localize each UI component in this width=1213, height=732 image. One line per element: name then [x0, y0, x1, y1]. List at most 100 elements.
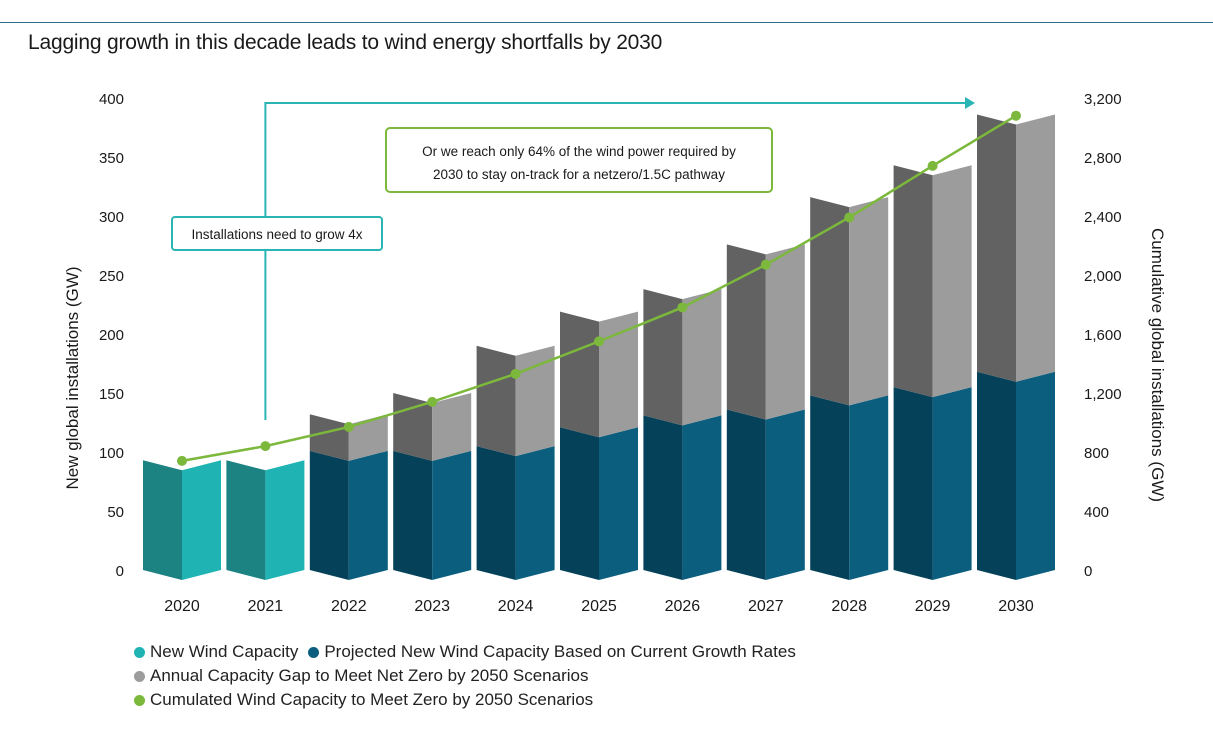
- capacity-gap-bar-front: [432, 393, 472, 461]
- projected-capacity-bar-side: [977, 371, 1016, 580]
- legend-dot-icon: [308, 646, 320, 658]
- x-tick-label: 2028: [831, 598, 867, 615]
- chart-title: Lagging growth in this decade leads to w…: [28, 31, 663, 54]
- cumulative-point: [760, 259, 771, 270]
- cumulative-point: [594, 336, 604, 347]
- left-tick-label: 200: [99, 327, 124, 344]
- projected-capacity-bar-side: [810, 395, 850, 580]
- new-capacity-bar-front: [265, 460, 305, 580]
- left-axis-title: New global installations (GW): [63, 267, 82, 490]
- legend-dot-icon: [134, 670, 145, 682]
- legend-item: New Wind Capacity: [134, 642, 298, 662]
- left-tick-label: 150: [99, 386, 124, 403]
- capacity-gap-bar-side: [643, 289, 683, 426]
- projected-capacity-bar-front: [515, 446, 555, 580]
- x-tick-label: 2029: [915, 598, 951, 615]
- cumulative-point: [343, 421, 354, 432]
- new-capacity-bar-front: [182, 460, 221, 580]
- capacity-gap-bar-side: [810, 197, 850, 406]
- growth-arrow-head: [965, 97, 975, 109]
- x-tick-label: 2030: [998, 598, 1034, 615]
- left-tick-label: 250: [99, 268, 124, 285]
- legend-row: New Wind Capacity Projected New Wind Capa…: [134, 640, 806, 664]
- right-tick-label: 800: [1084, 445, 1109, 462]
- x-tick-label: 2027: [748, 598, 784, 615]
- left-tick-label: 50: [107, 504, 124, 521]
- legend-item: Annual Capacity Gap to Meet Net Zero by …: [134, 666, 588, 686]
- right-axis-title: Cumulative global installations (GW): [1148, 228, 1167, 502]
- capacity-gap-bar-front: [849, 197, 889, 406]
- growth-callout-box: [171, 216, 383, 251]
- capacity-gap-bar-front: [348, 414, 388, 461]
- growth-callout-text: Installations need to grow 4x: [191, 227, 362, 242]
- legend-label: Annual Capacity Gap to Meet Net Zero by …: [150, 666, 589, 685]
- left-tick-label: 350: [99, 150, 124, 167]
- shortfall-callout-line-1: Or we reach only 64% of the wind power r…: [422, 144, 736, 159]
- capacity-gap-bar-side: [726, 244, 766, 420]
- x-tick-label: 2025: [581, 598, 617, 615]
- cumulative-point: [260, 441, 271, 452]
- cumulative-point: [844, 212, 855, 223]
- capacity-gap-bar-front: [682, 289, 722, 426]
- legend-label: Projected New Wind Capacity Based on Cur…: [324, 642, 796, 661]
- right-tick-label: 2,800: [1084, 150, 1122, 167]
- capacity-gap-bar-front: [932, 165, 972, 398]
- capacity-gap-bar-side: [309, 414, 349, 461]
- projected-capacity-bar-side: [726, 409, 766, 580]
- projected-capacity-bar-front: [682, 415, 722, 580]
- cumulative-point: [427, 396, 438, 407]
- legend-label: Cumulated Wind Capacity to Meet Zero by …: [150, 690, 594, 709]
- x-tick-label: 2020: [164, 598, 200, 615]
- capacity-gap-bar-front: [765, 244, 805, 420]
- shortfall-callout-line-2: 2030 to stay on-track for a netzero/1.5C…: [433, 167, 725, 182]
- left-tick-label: 300: [99, 209, 124, 226]
- projected-capacity-bar-front: [432, 450, 472, 580]
- shortfall-callout-box: [385, 127, 773, 193]
- x-tick-label: 2026: [665, 598, 701, 615]
- capacity-gap-bar-side: [476, 345, 516, 457]
- left-tick-label: 0: [116, 563, 124, 580]
- capacity-gap-bar-side: [560, 311, 599, 438]
- projected-capacity-bar-front: [765, 409, 805, 580]
- capacity-gap-bar-front: [515, 345, 555, 457]
- x-tick-label: 2024: [498, 598, 534, 615]
- capacity-gap-bar-front: [599, 311, 638, 438]
- projected-capacity-bar-front: [1016, 371, 1055, 580]
- left-tick-label: 400: [99, 91, 124, 108]
- right-tick-label: 2,400: [1084, 209, 1122, 226]
- x-tick-label: 2021: [248, 598, 284, 615]
- growth-arrow-line: [264, 102, 965, 420]
- new-capacity-bar-side: [143, 460, 182, 580]
- capacity-gap-bar-front: [1016, 114, 1055, 382]
- right-tick-label: 1,200: [1084, 386, 1122, 403]
- capacity-gap-bar-side: [977, 114, 1016, 382]
- legend-item: Projected New Wind Capacity Based on Cur…: [308, 642, 796, 662]
- cumulative-point: [927, 160, 938, 171]
- projected-capacity-bar-side: [643, 415, 683, 580]
- cumulative-point: [177, 455, 187, 466]
- cumulative-point: [1011, 110, 1021, 121]
- right-tick-label: 0: [1084, 563, 1092, 580]
- legend-dot-icon: [134, 694, 145, 706]
- right-tick-label: 2,000: [1084, 268, 1122, 285]
- left-tick-label: 100: [99, 445, 124, 462]
- projected-capacity-bar-side: [893, 387, 933, 580]
- cumulative-point: [677, 302, 688, 313]
- legend-row: Annual Capacity Gap to Meet Net Zero by …: [134, 664, 806, 688]
- projected-capacity-bar-side: [309, 450, 349, 580]
- projected-capacity-bar-side: [476, 446, 516, 580]
- right-tick-label: 3,200: [1084, 91, 1122, 108]
- legend-row: Cumulated Wind Capacity to Meet Zero by …: [134, 688, 806, 712]
- legend-item: Cumulated Wind Capacity to Meet Zero by …: [134, 690, 593, 710]
- x-tick-label: 2022: [331, 598, 367, 615]
- right-tick-label: 1,600: [1084, 327, 1122, 344]
- projected-capacity-bar-front: [849, 395, 889, 580]
- x-tick-label: 2023: [414, 598, 450, 615]
- projected-capacity-bar-front: [932, 387, 972, 580]
- new-capacity-bar-side: [226, 460, 266, 580]
- chart-legend: New Wind Capacity Projected New Wind Capa…: [134, 640, 806, 712]
- projected-capacity-bar-side: [560, 427, 599, 580]
- projected-capacity-bar-front: [599, 427, 638, 580]
- projected-capacity-bar-front: [348, 450, 388, 580]
